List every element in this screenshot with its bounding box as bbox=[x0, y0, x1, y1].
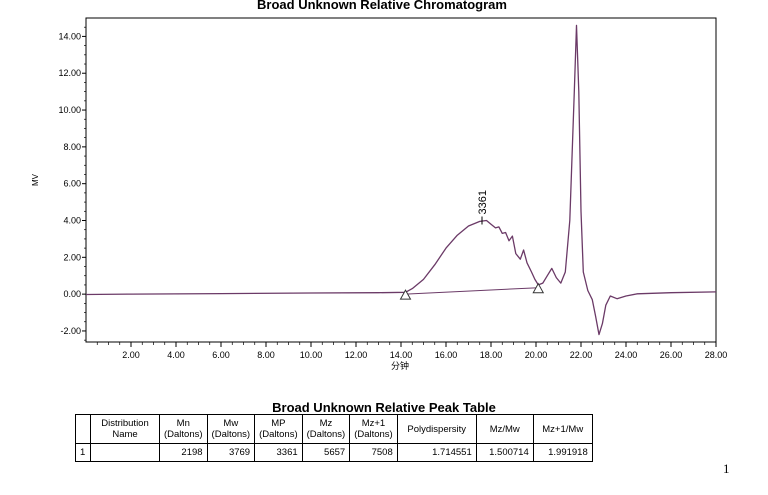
x-tick-label: 8.00 bbox=[257, 350, 275, 360]
page-number: 1 bbox=[723, 461, 730, 476]
peak-table: Distribution Name Mn (Daltons) Mw (Daltons)… bbox=[75, 414, 593, 462]
x-tick-label: 14.00 bbox=[390, 350, 413, 360]
header-mz: Mz (Daltons) bbox=[301, 414, 351, 444]
baseline-marker bbox=[532, 282, 545, 294]
header-mn: Mn (Daltons) bbox=[159, 414, 208, 444]
cell-mw: 3769 bbox=[206, 443, 256, 462]
y-tick-label: 6.00 bbox=[63, 179, 81, 189]
x-tick-label: 18.00 bbox=[480, 350, 503, 360]
y-tick-label: 12.00 bbox=[58, 68, 81, 78]
y-tick-label: 10.00 bbox=[58, 105, 81, 115]
y-tick-label: 14.00 bbox=[58, 31, 81, 41]
y-tick-label: 8.00 bbox=[63, 142, 81, 152]
cell-mz1: 7508 bbox=[349, 443, 398, 462]
x-tick-label: 10.00 bbox=[300, 350, 323, 360]
cell-mz: 5657 bbox=[301, 443, 351, 462]
peak-table-header-row: Distribution Name Mn (Daltons) Mw (Daltons)… bbox=[75, 414, 593, 444]
y-axis-label: MV bbox=[31, 173, 40, 186]
peak-table-title: Broad Unknown Relative Peak Table bbox=[272, 400, 496, 415]
header-index bbox=[75, 414, 91, 444]
cell-polydispersity: 1.714551 bbox=[396, 443, 477, 462]
y-tick-label: 0.00 bbox=[63, 289, 81, 299]
header-distribution-name: Distribution Name bbox=[90, 414, 160, 444]
plot-marks: 3361 bbox=[85, 24, 717, 336]
x-tick-label: 20.00 bbox=[525, 350, 548, 360]
header-mp: MP (Daltons) bbox=[254, 414, 303, 444]
header-mz-mw: Mz/Mw bbox=[475, 414, 534, 444]
x-tick-label: 26.00 bbox=[660, 350, 683, 360]
chart-title: Broad Unknown Relative Chromatogram bbox=[257, 0, 507, 12]
y-tick-label: -2.00 bbox=[60, 326, 81, 336]
x-tick-label: 16.00 bbox=[435, 350, 458, 360]
cell-mz-mw: 1.500714 bbox=[475, 443, 534, 462]
x-tick-label: 4.00 bbox=[167, 350, 185, 360]
x-tick-label: 6.00 bbox=[212, 350, 230, 360]
header-mz1-mw: Mz+1/Mw bbox=[532, 414, 593, 444]
x-axis: 2.00 4.00 6.00 8.00 10.00 12.00 14.00 16.00 18.0… bbox=[96, 342, 728, 360]
y-tick-label: 2.00 bbox=[63, 252, 81, 262]
cell-mp: 3361 bbox=[254, 443, 303, 462]
x-tick-label: 12.00 bbox=[345, 350, 368, 360]
y-axis: -2.00 0.00 2.00 4.00 6.00 8.00 10.00 12.00 14.00 bbox=[58, 26, 86, 341]
header-polydispersity: Polydispersity bbox=[396, 414, 477, 444]
x-tick-label: 28.00 bbox=[705, 350, 728, 360]
x-tick-label: 22.00 bbox=[570, 350, 593, 360]
header-mz1: Mz+1 (Daltons) bbox=[349, 414, 398, 444]
chromatogram-line bbox=[85, 24, 717, 336]
cell-mn: 2198 bbox=[159, 443, 208, 462]
baseline-marker bbox=[399, 289, 412, 300]
x-axis-label: 分钟 bbox=[391, 360, 409, 371]
cell-index: 1 bbox=[75, 443, 91, 462]
x-tick-label: 24.00 bbox=[615, 350, 638, 360]
table-row: 1 2198 3769 3361 5657 7508 1.714551 1.50… bbox=[75, 443, 593, 462]
x-tick-label: 2.00 bbox=[122, 350, 140, 360]
integration-baseline bbox=[405, 287, 539, 295]
cell-mz1-mw: 1.991918 bbox=[532, 443, 593, 462]
y-tick-label: 4.00 bbox=[63, 216, 81, 226]
peak-label: 3361 bbox=[477, 190, 489, 214]
cell-distribution-name bbox=[90, 443, 160, 462]
header-mw: Mw (Daltons) bbox=[206, 414, 256, 444]
chromatogram-chart: Broad Unknown Relative Chromatogram -2.0… bbox=[31, 0, 728, 371]
